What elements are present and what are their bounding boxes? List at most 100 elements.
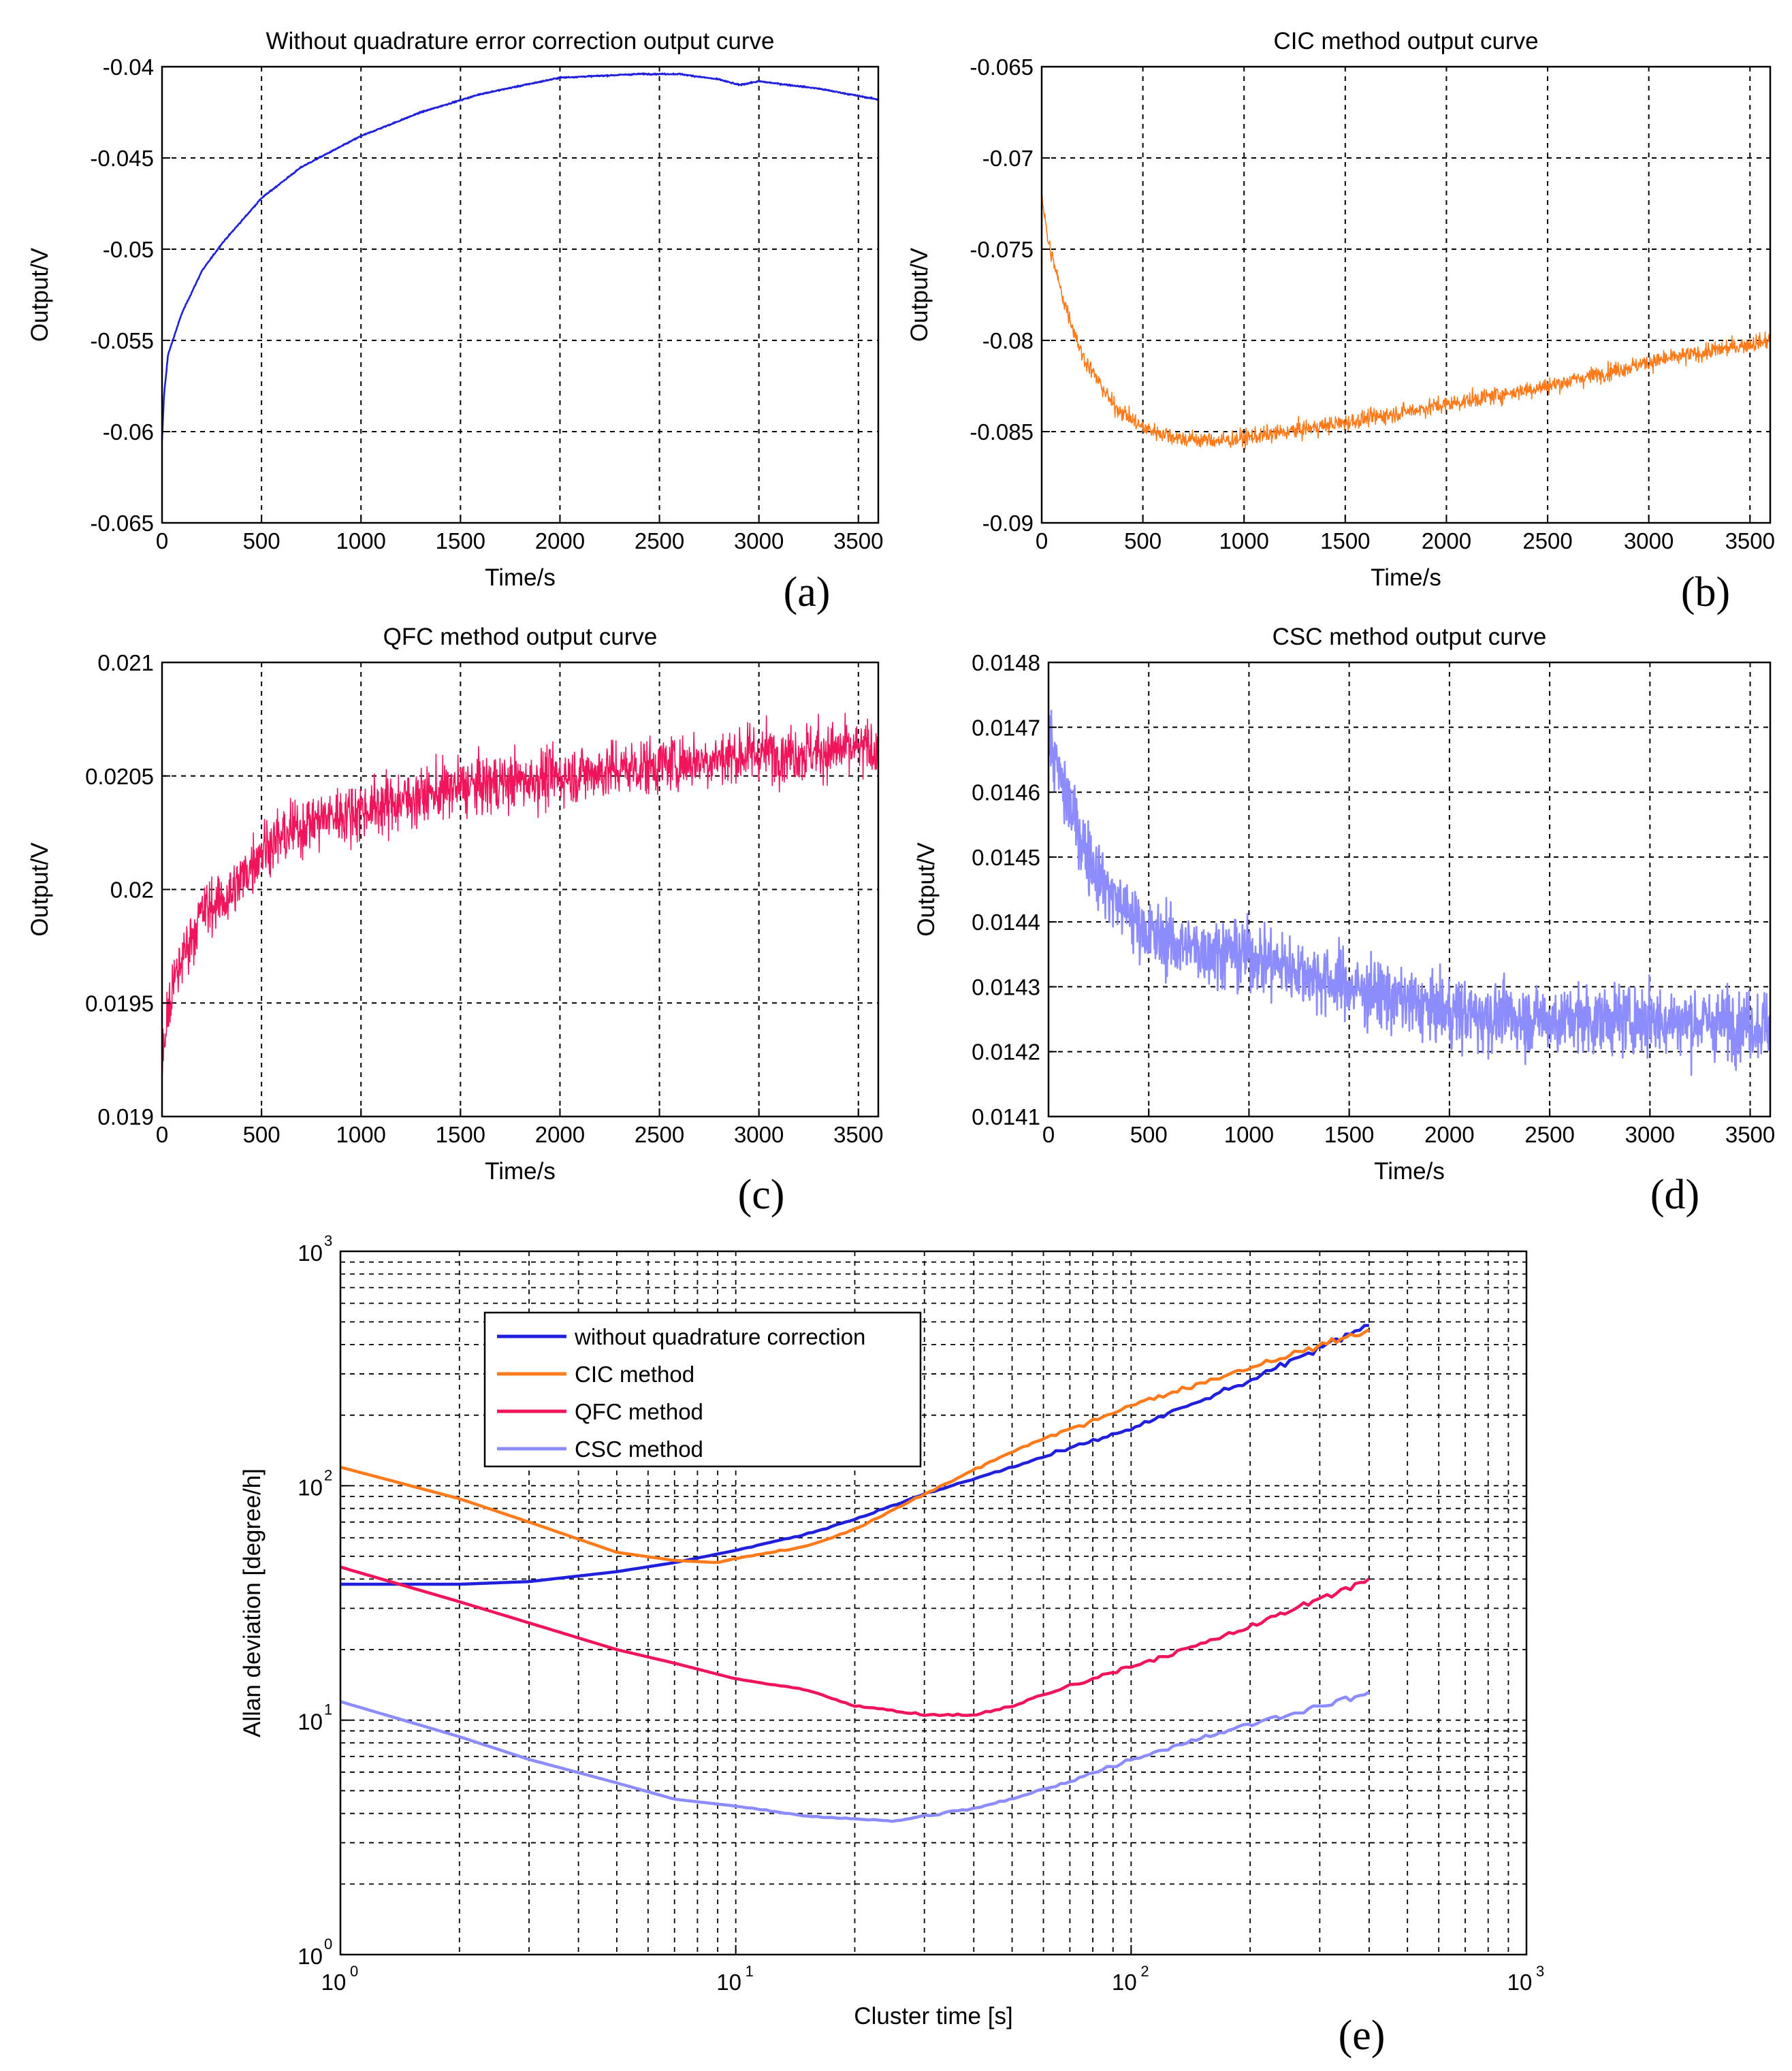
series-line-qfc — [340, 1565, 1371, 1718]
x-tick-label: 0 — [1036, 528, 1048, 553]
y-tick-label: -0.05 — [103, 237, 154, 262]
plot-frame — [1040, 65, 1772, 524]
y-tick-label: 0.0144 — [972, 910, 1040, 935]
series-line-csc — [340, 1690, 1371, 1823]
x-tick-label: 3500 — [1725, 1122, 1775, 1147]
y-tick-label: 0.0195 — [85, 991, 154, 1016]
y-tick-label: -0.08 — [982, 328, 1034, 353]
x-axis-label: Time/s — [1371, 564, 1441, 591]
chart-title: QFC method output curve — [383, 624, 658, 650]
chart-panel-d: 0 500 1000 1500 2000 2500 3000 3500 0.0141 0.0142… — [913, 624, 1775, 1218]
x-tick-label: 1000 — [1219, 528, 1269, 553]
series-line-c — [161, 713, 879, 1076]
y-tick-exponent: 1 — [324, 1701, 332, 1718]
y-tick-label: -0.06 — [103, 419, 154, 445]
y-axis-label: Allan deviation [degree/h] — [239, 1468, 266, 1737]
y-tick-label: 10 — [298, 1240, 323, 1266]
x-tick-label: 2000 — [1424, 1122, 1474, 1147]
x-axis-label: Cluster time [s] — [854, 2003, 1012, 2029]
series-line-d — [1047, 709, 1772, 1076]
x-tick-label: 2500 — [635, 528, 684, 553]
x-tick-label: 1500 — [436, 528, 485, 553]
x-axis-label: Time/s — [1374, 1158, 1445, 1185]
chart-title: Without quadrature error correction outp… — [266, 28, 774, 54]
plot-frame — [339, 1250, 1528, 1956]
y-tick-label: -0.04 — [103, 54, 154, 80]
y-axis-label: Output/V — [27, 842, 53, 937]
legend-item-label: without quadrature correction — [574, 1324, 865, 1349]
legend-box — [483, 1311, 922, 1468]
y-tick-label: 0.0145 — [972, 845, 1040, 870]
y-tick-exponent: 2 — [324, 1466, 332, 1483]
x-tick-label: 2000 — [1422, 528, 1471, 553]
x-axis-label: Time/s — [485, 1158, 556, 1185]
y-tick-label: -0.065 — [90, 511, 154, 536]
chart-panel-b: 0 500 1000 1500 2000 2500 3000 3500 -0.09 -0.085 -… — [906, 28, 1775, 615]
y-tick-label: 0.0142 — [972, 1040, 1040, 1065]
x-tick-exponent: 3 — [1536, 1963, 1544, 1980]
y-tick-label: 0.02 — [110, 878, 154, 903]
y-tick-label: 10 — [298, 1944, 323, 1969]
chart-panel-a: 0 500 1000 1500 2000 2500 3000 3500 -0.065 -0.06 -… — [27, 28, 883, 615]
panel-label-a: (a) — [784, 569, 831, 615]
plot-frame — [1047, 661, 1772, 1118]
y-tick-label: 0.019 — [97, 1104, 154, 1129]
x-tick-label: 3000 — [734, 1122, 784, 1147]
x-tick-label: 3500 — [833, 1122, 883, 1147]
x-tick-label: 500 — [1130, 1122, 1168, 1147]
x-tick-label: 1000 — [336, 1122, 386, 1147]
x-tick-label: 1500 — [1320, 528, 1370, 553]
y-tick-label: -0.09 — [982, 511, 1034, 536]
series-line-uncorrected — [340, 1323, 1369, 1586]
x-tick-label: 500 — [1124, 528, 1162, 553]
x-tick-label: 2500 — [635, 1122, 684, 1147]
x-tick-label: 1000 — [1224, 1122, 1274, 1147]
x-tick-exponent: 2 — [1140, 1963, 1149, 1980]
plot-frame — [161, 65, 880, 524]
y-axis-label: Output/V — [913, 842, 940, 937]
x-tick-label: 0 — [1042, 1122, 1055, 1147]
x-tick-label: 0 — [156, 1122, 168, 1147]
panel-label-e: (e) — [1339, 2012, 1386, 2059]
y-tick-exponent: 3 — [324, 1232, 332, 1249]
legend-item-label: CIC method — [575, 1362, 694, 1387]
x-tick-label: 2500 — [1522, 528, 1572, 553]
y-tick-label: 0.0148 — [972, 650, 1040, 675]
y-tick-label: 0.0147 — [972, 715, 1040, 740]
y-tick-label: -0.085 — [970, 419, 1034, 445]
panel-label-c: (c) — [738, 1172, 785, 1218]
legend-item-label: QFC method — [575, 1399, 703, 1424]
x-tick-label: 3500 — [833, 528, 883, 553]
x-tick-label: 2000 — [535, 1122, 585, 1147]
x-tick-label: 10 — [716, 1970, 741, 1995]
y-tick-label: -0.045 — [90, 146, 154, 171]
y-tick-label: 0.0141 — [972, 1104, 1040, 1129]
y-tick-label: 10 — [298, 1709, 323, 1735]
x-tick-label: 3000 — [1625, 1122, 1675, 1147]
x-tick-label: 1000 — [336, 528, 386, 553]
y-tick-label: 0.0205 — [85, 764, 154, 789]
panel-label-d: (d) — [1650, 1172, 1699, 1218]
x-tick-exponent: 1 — [746, 1963, 754, 1980]
x-tick-label: 2000 — [535, 528, 585, 553]
x-tick-label: 1500 — [436, 1122, 485, 1147]
panel-label-b: (b) — [1681, 569, 1730, 615]
chart-panel-c: 0 500 1000 1500 2000 2500 3000 3500 0.019 0.0195 0… — [27, 624, 883, 1218]
series-line-cic — [340, 1328, 1370, 1564]
x-tick-exponent: 0 — [350, 1963, 358, 1980]
y-tick-label: 0.021 — [97, 650, 154, 675]
chart-title: CIC method output curve — [1273, 28, 1538, 54]
y-tick-label: -0.065 — [970, 54, 1034, 80]
y-axis-label: Output/V — [906, 247, 933, 342]
y-axis-label: Output/V — [27, 247, 53, 342]
chart-title: CSC method output curve — [1273, 624, 1547, 650]
x-tick-label: 3000 — [734, 528, 784, 553]
x-tick-label: 10 — [321, 1970, 347, 1995]
y-tick-label: -0.055 — [90, 328, 154, 353]
series-line-a — [161, 72, 879, 440]
x-tick-label: 500 — [243, 528, 281, 553]
y-tick-label: 0.0143 — [972, 974, 1040, 999]
series-line-b — [1041, 195, 1771, 450]
